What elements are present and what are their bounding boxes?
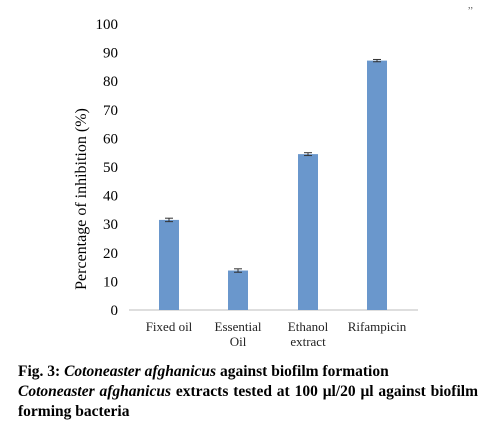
figure-label: Fig. 3: — [18, 363, 61, 380]
y-tick-label: 20 — [103, 246, 118, 262]
y-tick-label: 60 — [103, 131, 118, 147]
y-tick-label: 100 — [96, 17, 119, 33]
y-tick-label: 30 — [103, 217, 118, 233]
y-tick-label: 90 — [103, 46, 118, 62]
caption-species: Cotoneaster afghanicus — [64, 363, 217, 380]
bar — [159, 219, 179, 310]
bars — [159, 60, 387, 310]
y-tick-label: 80 — [103, 74, 118, 90]
caption-description-rest: extracts tested at 100 μl/20 μl against … — [18, 383, 478, 420]
bar — [298, 154, 318, 310]
caption-species-2: Cotoneaster afghanicus — [18, 383, 171, 400]
x-category-label: Essential — [215, 319, 262, 334]
y-axis-label: Percentage of inhibition (%) — [73, 108, 90, 290]
y-axis-label-group: Percentage of inhibition (%) — [73, 108, 90, 290]
x-category-label: extract — [290, 334, 326, 349]
y-tick-label: 50 — [103, 160, 118, 176]
x-category-label: Fixed oil — [146, 319, 193, 334]
y-tick-label: 70 — [103, 103, 118, 119]
bar — [228, 270, 248, 310]
x-category-label: Rifampicin — [348, 319, 407, 334]
caption-title-rest: against biofilm formation — [219, 363, 389, 380]
y-tick-label: 0 — [111, 303, 119, 319]
y-ticks: 0 10 20 30 40 50 60 70 80 90 100 — [96, 17, 119, 319]
bar — [367, 60, 387, 310]
y-tick-label: 10 — [103, 274, 118, 290]
y-tick-label: 40 — [103, 189, 118, 205]
figure-caption-title: Fig. 3: Cotoneaster afghanicus against b… — [18, 362, 478, 382]
bar-chart: Percentage of inhibition (%) 0 10 20 30 40 50… — [73, 17, 418, 349]
corner-mark: ,, — [468, 0, 473, 11]
x-category-label: Oil — [230, 334, 247, 349]
figure-caption-description: Cotoneaster afghanicus extracts tested a… — [18, 382, 478, 422]
x-category-label: Ethanol — [288, 319, 329, 334]
error-bars — [165, 58, 381, 273]
